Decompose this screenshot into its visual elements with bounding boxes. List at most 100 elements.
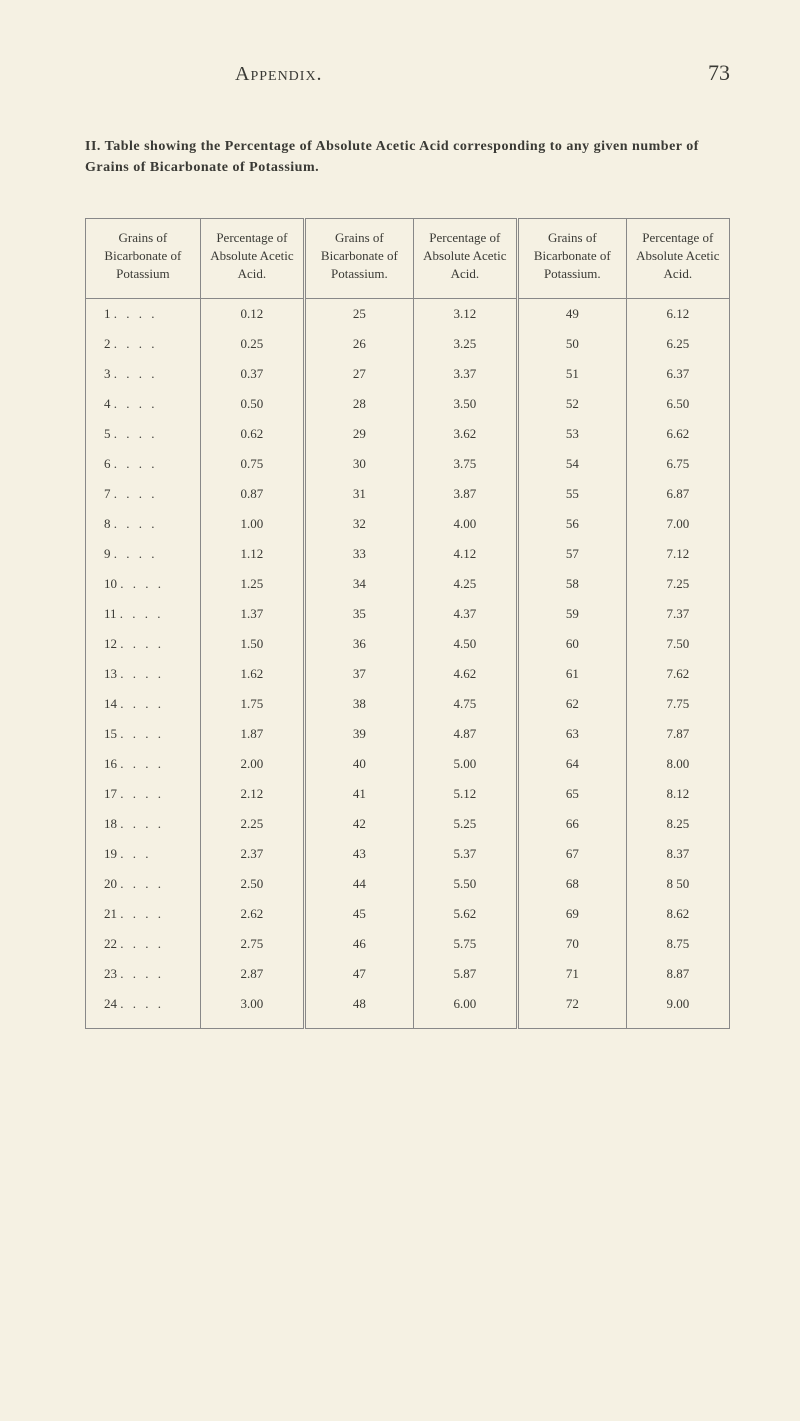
table-cell: 52 bbox=[518, 389, 627, 419]
table-cell: 8.87 bbox=[626, 959, 729, 989]
table-row: 6 . . . .0.75303.75546.75 bbox=[86, 449, 730, 479]
table-cell: 7.50 bbox=[626, 629, 729, 659]
table-row: 10 . . . .1.25344.25587.25 bbox=[86, 569, 730, 599]
table-cell: 0.12 bbox=[200, 298, 304, 329]
table-row: 15 . . . .1.87394.87637.87 bbox=[86, 719, 730, 749]
table-cell: 33 bbox=[305, 539, 414, 569]
table-cell: 32 bbox=[305, 509, 414, 539]
table-cell: 61 bbox=[518, 659, 627, 689]
header-title: Appendix. bbox=[235, 63, 323, 86]
table-cell: 69 bbox=[518, 899, 627, 929]
table-cell: 70 bbox=[518, 929, 627, 959]
table-cell: 7.87 bbox=[626, 719, 729, 749]
table-cell: 5.75 bbox=[413, 929, 517, 959]
table-cell: 56 bbox=[518, 509, 627, 539]
table-cell: 59 bbox=[518, 599, 627, 629]
col-header-4: Percentage of Absolute Acetic Acid. bbox=[413, 219, 517, 299]
table-cell: 7.00 bbox=[626, 509, 729, 539]
table-cell: 0.87 bbox=[200, 479, 304, 509]
table-caption: II. Table showing the Percentage of Abso… bbox=[85, 136, 730, 178]
page-number: 73 bbox=[708, 60, 730, 86]
table-cell: 3.62 bbox=[413, 419, 517, 449]
table-cell: 24 . . . . bbox=[86, 989, 201, 1029]
table-row: 1 . . . .0.12253.12496.12 bbox=[86, 298, 730, 329]
table-row: 14 . . . .1.75384.75627.75 bbox=[86, 689, 730, 719]
table-cell: 5.12 bbox=[413, 779, 517, 809]
table-cell: 0.75 bbox=[200, 449, 304, 479]
table-cell: 9.00 bbox=[626, 989, 729, 1029]
table-row: 23 . . . .2.87475.87718.87 bbox=[86, 959, 730, 989]
table-cell: 8.75 bbox=[626, 929, 729, 959]
table-cell: 14 . . . . bbox=[86, 689, 201, 719]
table-cell: 5.25 bbox=[413, 809, 517, 839]
table-row: 4 . . . .0.50283.50526.50 bbox=[86, 389, 730, 419]
table-cell: 2.87 bbox=[200, 959, 304, 989]
table-cell: 7.75 bbox=[626, 689, 729, 719]
table-row: 3 . . . .0.37273.37516.37 bbox=[86, 359, 730, 389]
table-cell: 1.87 bbox=[200, 719, 304, 749]
table-cell: 25 bbox=[305, 298, 414, 329]
table-cell: 12 . . . . bbox=[86, 629, 201, 659]
table-cell: 3.00 bbox=[200, 989, 304, 1029]
table-cell: 0.37 bbox=[200, 359, 304, 389]
table-cell: 2.75 bbox=[200, 929, 304, 959]
table-cell: 4.75 bbox=[413, 689, 517, 719]
table-row: 21 . . . .2.62455.62698.62 bbox=[86, 899, 730, 929]
table-cell: 26 bbox=[305, 329, 414, 359]
table-cell: 68 bbox=[518, 869, 627, 899]
table-cell: 62 bbox=[518, 689, 627, 719]
table-cell: 3.87 bbox=[413, 479, 517, 509]
table-row: 20 . . . .2.50445.50688 50 bbox=[86, 869, 730, 899]
table-cell: 23 . . . . bbox=[86, 959, 201, 989]
table-cell: 4 . . . . bbox=[86, 389, 201, 419]
col-header-6: Percentage of Absolute Acetic Acid. bbox=[626, 219, 729, 299]
table-cell: 6.12 bbox=[626, 298, 729, 329]
table-row: 7 . . . .0.87313.87556.87 bbox=[86, 479, 730, 509]
table-row: 24 . . . .3.00486.00729.00 bbox=[86, 989, 730, 1029]
table-cell: 53 bbox=[518, 419, 627, 449]
table-cell: 1.62 bbox=[200, 659, 304, 689]
table-cell: 38 bbox=[305, 689, 414, 719]
table-cell: 51 bbox=[518, 359, 627, 389]
table-cell: 4.37 bbox=[413, 599, 517, 629]
table-cell: 3.37 bbox=[413, 359, 517, 389]
table-cell: 8.25 bbox=[626, 809, 729, 839]
table-cell: 19 . . . bbox=[86, 839, 201, 869]
table-cell: 37 bbox=[305, 659, 414, 689]
table-cell: 4.12 bbox=[413, 539, 517, 569]
table-cell: 3.12 bbox=[413, 298, 517, 329]
table-cell: 1.75 bbox=[200, 689, 304, 719]
table-cell: 13 . . . . bbox=[86, 659, 201, 689]
table-row: 9 . . . .1.12334.12577.12 bbox=[86, 539, 730, 569]
table-cell: 7.12 bbox=[626, 539, 729, 569]
table-cell: 64 bbox=[518, 749, 627, 779]
table-cell: 43 bbox=[305, 839, 414, 869]
table-row: 2 . . . .0.25263.25506.25 bbox=[86, 329, 730, 359]
table-row: 12 . . . .1.50364.50607.50 bbox=[86, 629, 730, 659]
table-cell: 1.25 bbox=[200, 569, 304, 599]
table-cell: 9 . . . . bbox=[86, 539, 201, 569]
table-cell: 50 bbox=[518, 329, 627, 359]
table-cell: 4.00 bbox=[413, 509, 517, 539]
table-cell: 5.62 bbox=[413, 899, 517, 929]
table-cell: 2.37 bbox=[200, 839, 304, 869]
table-cell: 7.62 bbox=[626, 659, 729, 689]
table-cell: 6 . . . . bbox=[86, 449, 201, 479]
table-cell: 2.00 bbox=[200, 749, 304, 779]
table-cell: 2.25 bbox=[200, 809, 304, 839]
table-cell: 8.00 bbox=[626, 749, 729, 779]
table-row: 16 . . . .2.00405.00648.00 bbox=[86, 749, 730, 779]
table-cell: 47 bbox=[305, 959, 414, 989]
table-header-row: Grains of Bicarbonate of Potassium Perce… bbox=[86, 219, 730, 299]
table-cell: 46 bbox=[305, 929, 414, 959]
table-cell: 2 . . . . bbox=[86, 329, 201, 359]
table-row: 18 . . . .2.25425.25668.25 bbox=[86, 809, 730, 839]
table-cell: 6.75 bbox=[626, 449, 729, 479]
table-cell: 4.62 bbox=[413, 659, 517, 689]
table-cell: 22 . . . . bbox=[86, 929, 201, 959]
table-cell: 54 bbox=[518, 449, 627, 479]
table-cell: 58 bbox=[518, 569, 627, 599]
table-cell: 1 . . . . bbox=[86, 298, 201, 329]
table-cell: 8 50 bbox=[626, 869, 729, 899]
table-row: 22 . . . .2.75465.75708.75 bbox=[86, 929, 730, 959]
